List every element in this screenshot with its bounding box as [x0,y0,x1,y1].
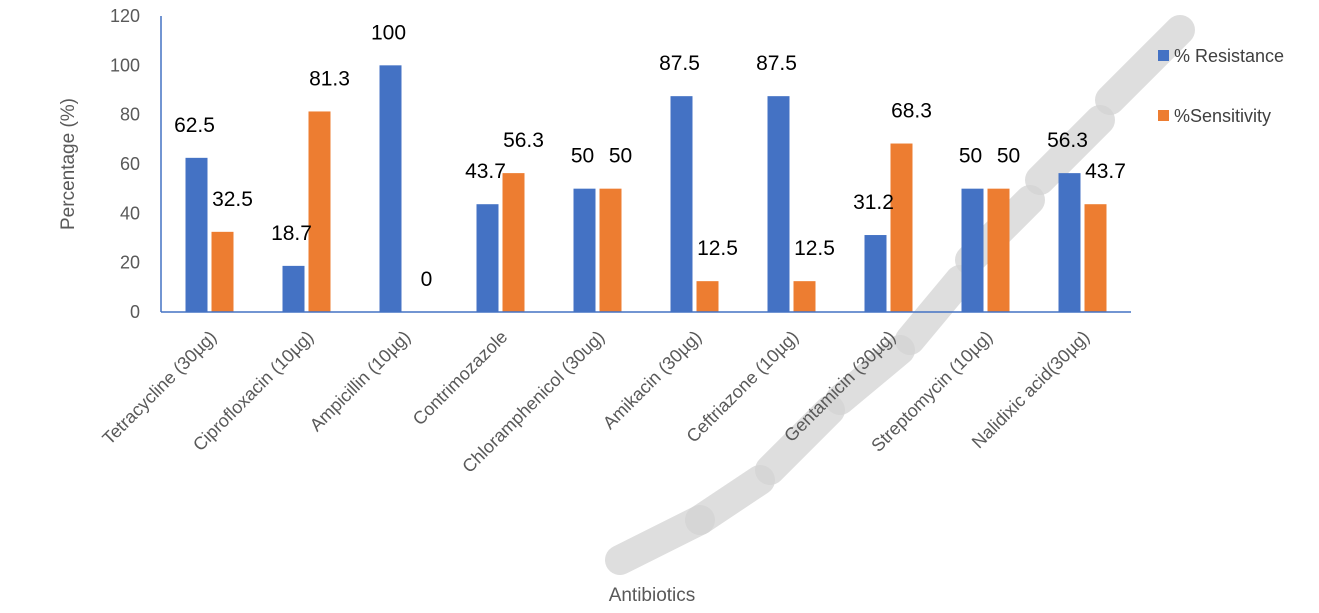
bar-resistance [670,96,693,313]
legend-label-sensitivity: %Sensitivity [1174,106,1271,126]
data-label-sensitivity: 32.5 [212,188,253,211]
data-label-resistance: 50 [571,145,594,168]
x-tick-label: Amikacin (30µg) [599,327,705,433]
x-tick-label: Contrimozazole [409,327,512,430]
bar-resistance [476,204,499,312]
bar-resistance [185,157,208,312]
y-tick-label: 80 [120,105,140,125]
data-label-sensitivity: 12.5 [794,237,835,260]
data-labels: 62.5 32.5 18.7 81.3 100 0 43.7 56.3 50 50 87.5 12.5… [174,21,1126,291]
x-axis-title: Antibiotics [609,585,696,606]
bar-resistance [282,265,305,312]
bar-sensitivity [308,111,331,313]
bar-sensitivity [502,173,525,312]
bar-sensitivity [793,281,816,312]
data-label-resistance: 18.7 [271,222,312,245]
bar-sensitivity [696,281,719,312]
x-axis-ticks: Tetracycline (30µg)Ciprofloxacin (10µg)A… [98,327,1093,477]
data-label-sensitivity: 0 [421,268,433,291]
data-label-resistance: 56.3 [1047,129,1088,152]
y-axis-ticks: 0 20 40 60 80 100 120 [110,6,140,322]
bar-resistance [961,188,984,312]
legend-label-resistance: % Resistance [1174,46,1284,66]
bar-resistance [767,96,790,313]
y-tick-label: 100 [110,55,140,75]
data-label-resistance: 43.7 [465,160,506,183]
bar-resistance [864,235,887,312]
y-tick-label: 20 [120,253,140,273]
data-label-resistance: 100 [371,21,406,44]
data-label-resistance: 62.5 [174,114,215,137]
bars [185,65,1107,313]
bar-sensitivity [890,143,913,312]
data-label-resistance: 50 [959,145,982,168]
y-tick-label: 120 [110,6,140,26]
data-label-resistance: 87.5 [659,52,700,75]
legend-swatch-resistance [1158,50,1169,61]
y-tick-label: 0 [130,302,140,322]
legend: % Resistance %Sensitivity [1158,46,1284,126]
bar-sensitivity [1084,204,1107,312]
data-label-resistance: 31.2 [853,191,894,214]
data-label-sensitivity: 43.7 [1085,160,1126,183]
y-tick-label: 60 [120,154,140,174]
bar-resistance [573,188,596,312]
data-label-sensitivity: 68.3 [891,100,932,123]
bar-sensitivity [987,188,1010,312]
data-label-sensitivity: 56.3 [503,129,544,152]
x-tick-label: Ampicillin (10µg) [306,327,414,435]
data-label-sensitivity: 12.5 [697,237,738,260]
y-axis-title: Percentage (%) [58,98,79,230]
bar-resistance [379,65,402,312]
data-label-sensitivity: 50 [609,145,632,168]
data-label-resistance: 87.5 [756,52,797,75]
legend-swatch-sensitivity [1158,110,1169,121]
bar-resistance [1058,173,1081,312]
y-tick-label: 40 [120,203,140,223]
bar-sensitivity [211,231,234,312]
data-label-sensitivity: 81.3 [309,67,350,90]
bar-sensitivity [599,188,622,312]
data-label-sensitivity: 50 [997,145,1020,168]
